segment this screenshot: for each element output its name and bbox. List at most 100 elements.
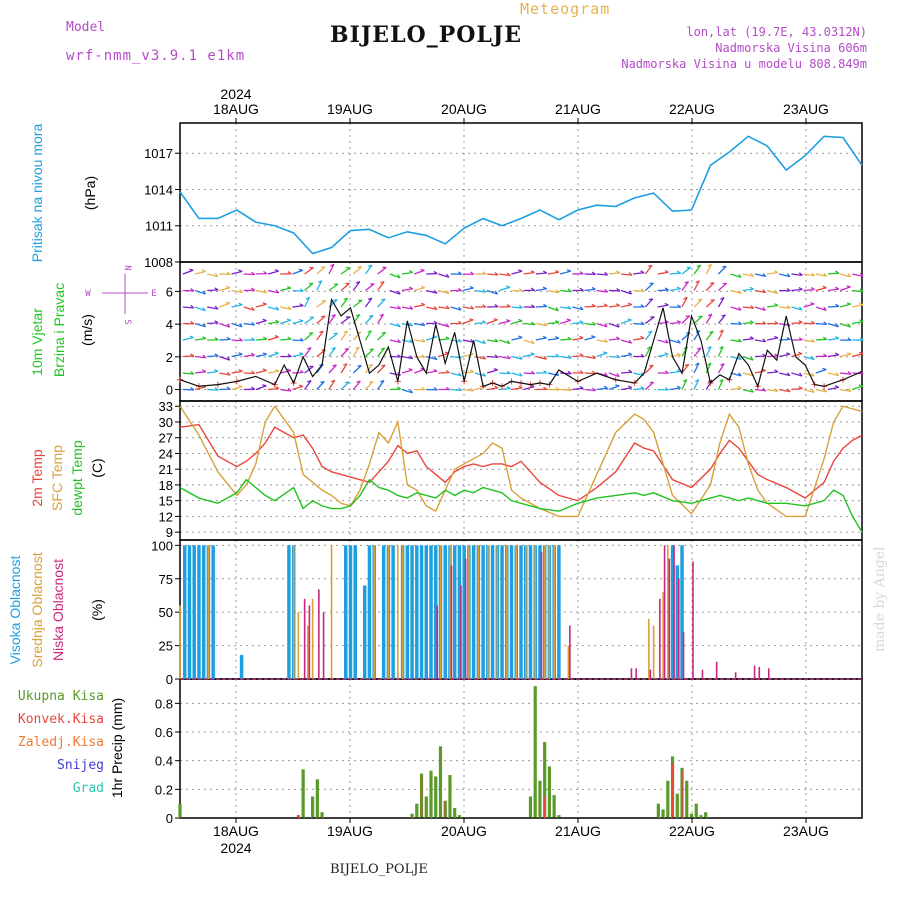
wind-arrow bbox=[693, 298, 703, 308]
wind-arrow bbox=[267, 336, 279, 341]
wind-arrow bbox=[815, 306, 827, 311]
wind-arrow-head bbox=[287, 336, 292, 340]
wind-arrow-head bbox=[262, 318, 267, 322]
wind-arrow-head bbox=[263, 289, 268, 294]
x-bottom-tick-label: 18AUG bbox=[213, 823, 259, 839]
x-top-tick-label: 23AUG bbox=[783, 101, 829, 117]
wind-arrow-head bbox=[445, 336, 450, 340]
cloud-bar bbox=[692, 561, 694, 679]
wind-arrow-head bbox=[603, 351, 608, 354]
wind-arrow bbox=[486, 369, 498, 374]
wind-arrow-head bbox=[506, 303, 511, 308]
wind-arrow bbox=[231, 385, 243, 391]
wind-arrow-head bbox=[494, 304, 499, 308]
station-title: BIJELO_POLJE bbox=[330, 22, 523, 48]
wind-arrow-head bbox=[798, 320, 803, 324]
wind-arrow bbox=[693, 280, 700, 291]
wind-arrow bbox=[827, 337, 839, 341]
wind-arrow-head bbox=[555, 289, 560, 294]
wind-arrow bbox=[303, 296, 311, 308]
cloud-bar bbox=[567, 645, 570, 679]
wind-arrow-head bbox=[397, 290, 401, 295]
wind-arrow-head bbox=[238, 337, 243, 342]
precip-bar bbox=[410, 813, 414, 818]
wind-arrow bbox=[207, 306, 219, 310]
y-tick-label: 75 bbox=[159, 572, 173, 587]
precip-bar bbox=[699, 815, 703, 818]
y-tick-label: 100 bbox=[151, 538, 173, 553]
wind-arrow bbox=[669, 339, 681, 344]
wind-arrow bbox=[693, 264, 702, 275]
wind-arrow-head bbox=[494, 385, 499, 389]
wind-arrow bbox=[450, 306, 462, 311]
wind-arrow bbox=[742, 355, 754, 361]
wind-arrow bbox=[340, 267, 351, 275]
wind-arrow bbox=[194, 355, 207, 359]
precip-legend-2: Zaledj.Kisa bbox=[18, 735, 104, 750]
wind-arrow bbox=[644, 282, 654, 291]
wind-arrow bbox=[328, 364, 337, 374]
wind-arrow-head bbox=[664, 387, 669, 391]
cloud-bar bbox=[292, 545, 295, 679]
wind-arrow-head bbox=[190, 320, 195, 325]
wind-arrow bbox=[523, 339, 535, 345]
cloud-bar bbox=[207, 545, 210, 679]
y-tick-label: 0.6 bbox=[155, 725, 173, 740]
precip-bar bbox=[434, 776, 438, 818]
wind-arrow-head bbox=[226, 371, 231, 376]
wind-arrow-head bbox=[543, 322, 548, 327]
cloud-bar bbox=[419, 545, 424, 679]
wind-arrow bbox=[791, 387, 803, 391]
wind-arrow-head bbox=[470, 305, 475, 310]
wind-arrow-head bbox=[494, 338, 499, 343]
wind-arrow bbox=[462, 319, 474, 325]
wind-arrow bbox=[559, 319, 571, 325]
wind-arrow bbox=[717, 297, 725, 308]
wind-arrow bbox=[803, 303, 815, 308]
wind-arrow-head bbox=[567, 370, 572, 375]
y-tick-label: 4 bbox=[166, 317, 173, 332]
wind-arrow bbox=[596, 322, 608, 328]
wind-arrow-head bbox=[709, 330, 714, 334]
wind-arrow-head bbox=[202, 336, 207, 340]
wind-arrow-head bbox=[251, 386, 256, 390]
wind-arrow-head bbox=[226, 285, 231, 289]
wind-arrow-head bbox=[604, 288, 609, 293]
wind-arrow-head bbox=[380, 281, 385, 284]
wind-arrow-head bbox=[774, 320, 779, 325]
wind-arrow-head bbox=[774, 270, 779, 274]
wind-arrow-head bbox=[531, 321, 536, 326]
precip-legend-3: Snijeg bbox=[57, 758, 104, 773]
wind-arrow-head bbox=[762, 273, 767, 277]
wind-arrow bbox=[547, 321, 560, 325]
location-coordinates: lon,lat (19.7E, 43.0312N) bbox=[686, 25, 867, 39]
wind-arrow-head bbox=[367, 264, 373, 268]
wind-arrow bbox=[207, 273, 219, 278]
cloud-bar bbox=[410, 545, 414, 679]
wind-arrow-head bbox=[482, 271, 487, 275]
wind-arrow bbox=[487, 339, 499, 343]
wind-arrow bbox=[377, 380, 385, 390]
wind-arrow-head bbox=[647, 330, 653, 334]
wind-arrow-head bbox=[445, 323, 450, 328]
wind-arrow bbox=[280, 369, 292, 374]
wind-arrow bbox=[547, 271, 559, 275]
wind-arrow-head bbox=[640, 321, 645, 325]
cloud-bar bbox=[675, 565, 680, 679]
wind-arrow bbox=[584, 322, 596, 326]
temp-unit-label: (C) bbox=[89, 458, 105, 477]
wind-arrow bbox=[377, 364, 386, 374]
y-tick-label: 30 bbox=[159, 415, 173, 430]
y-tick-label: 27 bbox=[159, 431, 173, 446]
cloud-bar bbox=[452, 545, 457, 679]
mid-cloud-axis-label: Srednja Oblacnost bbox=[29, 552, 45, 667]
cloud-bar bbox=[211, 545, 215, 679]
wind-arrow-head bbox=[847, 323, 852, 328]
wind-arrow bbox=[267, 306, 279, 311]
wind-arrow-head bbox=[214, 320, 219, 324]
wind-arrow bbox=[377, 313, 385, 324]
model-elevation: Nadmorska Visina u modelu 808.849m bbox=[621, 57, 867, 71]
wind-arrow bbox=[815, 287, 827, 292]
wind-arrow-head bbox=[798, 272, 803, 276]
wind-arrow-head bbox=[445, 305, 450, 310]
